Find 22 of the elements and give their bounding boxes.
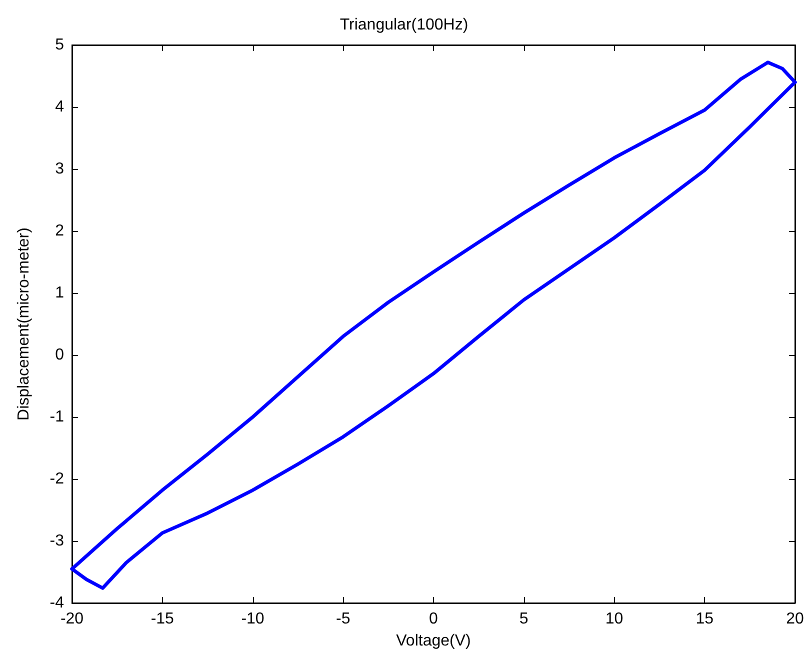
x-axis-title: Voltage(V): [396, 632, 471, 650]
y-tick-label: -3: [50, 532, 64, 550]
x-tick-label: -10: [241, 610, 264, 628]
y-tick-label: -1: [50, 408, 64, 426]
x-tick-label: 10: [605, 610, 624, 628]
x-tick-label: 5: [519, 610, 528, 628]
x-tick-label: -5: [336, 610, 350, 628]
chart-title: Triangular(100Hz): [340, 16, 468, 34]
y-tick-label: 4: [55, 98, 64, 116]
y-axis-title: Displacement(micro-meter): [16, 228, 32, 420]
y-tick-label: 0: [55, 346, 64, 364]
x-tick-label: -20: [60, 610, 84, 628]
y-tick-label: 5: [55, 36, 64, 54]
x-tick-label: 20: [786, 610, 804, 628]
x-tick-label: 15: [696, 610, 714, 628]
x-tick-label: -15: [150, 610, 174, 628]
y-tick-label: -2: [50, 470, 64, 488]
y-tick-label: 1: [55, 284, 64, 302]
y-tick-label: -4: [50, 594, 64, 612]
y-tick-label: 3: [55, 160, 64, 178]
y-tick-label: 2: [55, 222, 64, 240]
x-tick-label: 0: [429, 610, 438, 628]
